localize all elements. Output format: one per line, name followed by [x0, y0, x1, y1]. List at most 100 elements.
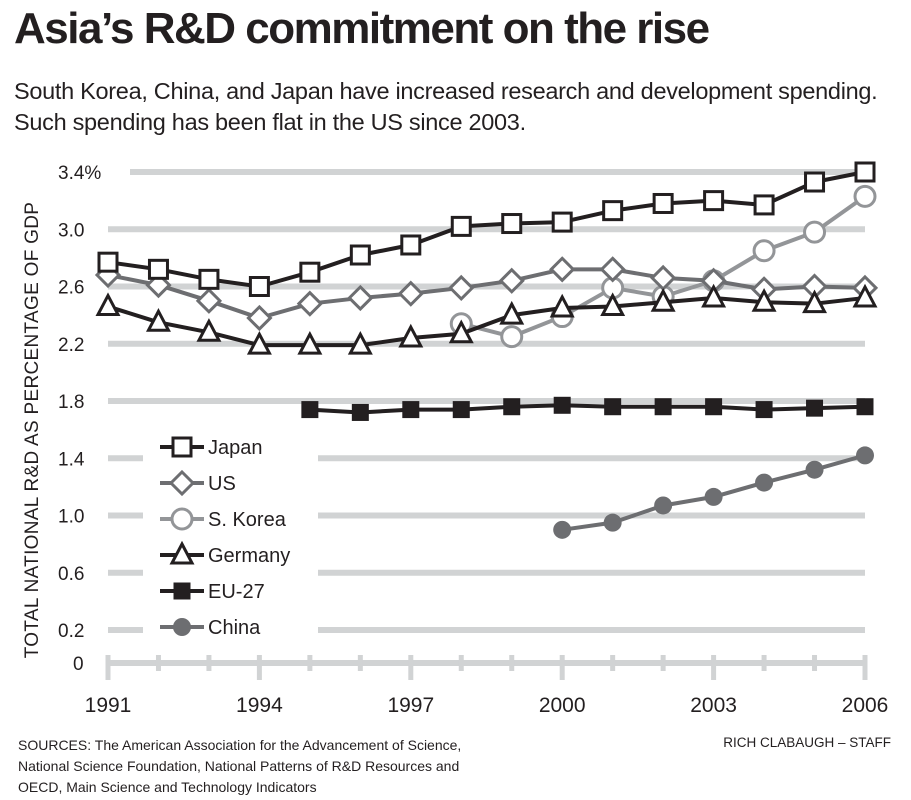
data-point-japan: [299, 261, 321, 283]
data-point-us: [296, 290, 323, 317]
legend-item-eu-27: EU-27: [160, 581, 265, 603]
y-tick-label: 1.0: [58, 507, 84, 528]
data-point-germany: [196, 318, 222, 342]
data-point-japan: [400, 234, 422, 256]
legend-item-japan: Japan: [160, 436, 263, 459]
data-point-us: [246, 304, 273, 332]
data-point-china: [755, 473, 774, 492]
legend-label: US: [208, 473, 236, 495]
data-point-china: [603, 513, 622, 532]
data-point-germany: [347, 330, 373, 355]
data-point-eu-27: [755, 401, 773, 419]
data-point-germany: [802, 289, 828, 314]
data-point-germany: [499, 300, 525, 325]
y-tick-label: 0.6: [58, 564, 84, 585]
series-line-eu-27: [309, 403, 866, 415]
legend-marker-us: [168, 469, 196, 497]
y-axis-label: TOTAL NATIONAL R&D AS PERCENTAGE OF GDP: [22, 202, 43, 659]
data-point-japan: [450, 215, 472, 237]
data-point-s-korea: [752, 239, 776, 263]
data-point-us: [397, 280, 424, 307]
data-point-us: [448, 274, 475, 302]
data-point-germany: [398, 323, 424, 348]
y-tick-label: 3.0: [58, 220, 84, 241]
legend-item-us: US: [160, 469, 236, 497]
legend: Japan US S. Korea Germany EU-27 China: [160, 436, 290, 639]
legend-item-china: China: [160, 617, 261, 639]
legend-label: Japan: [208, 437, 263, 459]
data-point-us: [599, 256, 626, 283]
data-point-eu-27: [856, 398, 874, 416]
y-tick-label: 1.4: [58, 449, 85, 470]
legend-label: S. Korea: [208, 509, 287, 531]
data-point-japan: [501, 213, 523, 235]
y-tick-label: 2.6: [58, 278, 84, 299]
data-point-s-korea: [500, 325, 524, 349]
data-point-japan: [804, 171, 826, 193]
legend-label: Germany: [208, 545, 290, 567]
data-point-germany: [701, 283, 727, 308]
data-point-germany: [852, 283, 878, 308]
legend-label: China: [208, 617, 261, 639]
data-point-japan: [147, 258, 169, 280]
series-line-germany: [107, 295, 866, 348]
series-china: [553, 446, 874, 539]
y-tick-label: 3.4%: [58, 163, 101, 184]
legend-marker-china: [173, 618, 191, 636]
gridlines: [108, 169, 865, 633]
x-tick-label: 2006: [842, 694, 889, 717]
legend-marker-japan: [171, 436, 193, 458]
data-point-germany: [145, 308, 171, 332]
data-point-us: [347, 284, 374, 312]
data-point-germany: [246, 330, 272, 355]
data-point-us: [195, 287, 223, 314]
legend-item-germany: Germany: [160, 540, 290, 567]
y-tick-label: 0: [73, 654, 84, 675]
legend-item-s-korea: S. Korea: [160, 507, 287, 531]
data-point-eu-27: [705, 398, 723, 416]
series-group: [94, 161, 879, 539]
data-point-us: [549, 256, 576, 283]
x-tick-label: 1994: [236, 694, 283, 717]
credit-line: RICH CLABAUGH – STAFF: [723, 735, 891, 750]
data-point-japan: [652, 192, 674, 214]
data-point-china: [704, 487, 723, 506]
data-point-germany: [448, 319, 474, 344]
legend-marker-eu-27: [173, 582, 191, 600]
data-point-china: [654, 496, 673, 515]
y-tick-label: 0.2: [58, 621, 84, 642]
x-tick-label: 1997: [387, 694, 434, 717]
data-point-eu-27: [553, 396, 571, 414]
data-point-eu-27: [654, 398, 672, 416]
data-point-germany: [751, 288, 777, 312]
data-point-japan: [248, 276, 270, 297]
data-point-s-korea: [803, 220, 827, 244]
data-point-s-korea: [853, 184, 877, 208]
x-tick-label: 1991: [85, 694, 132, 717]
sources-note: SOURCES: The American Association for th…: [18, 735, 461, 798]
data-point-eu-27: [452, 401, 470, 419]
series-line-us: [107, 267, 866, 320]
chart-subtitle: South Korea, China, and Japan have incre…: [14, 78, 878, 135]
series-eu-27: [301, 396, 874, 421]
series-japan: [97, 161, 876, 297]
series-germany: [95, 283, 878, 355]
data-point-japan: [854, 161, 876, 183]
data-point-japan: [97, 251, 119, 273]
data-point-germany: [549, 293, 575, 318]
legend-marker-germany: [169, 540, 195, 565]
y-tick-labels: 0 0.2 0.6 1.0 1.4 1.8 2.2 2.6 3.0 3.4%: [58, 163, 101, 675]
data-point-eu-27: [402, 401, 420, 419]
data-point-china: [805, 460, 824, 479]
data-point-japan: [753, 194, 775, 216]
series-line-japan: [107, 170, 866, 289]
data-point-eu-27: [351, 403, 369, 421]
legend-marker-s-korea: [170, 507, 194, 531]
sources-line: OECD, Main Science and Technology Indica…: [18, 779, 317, 795]
y-tick-label: 1.8: [58, 392, 84, 413]
data-point-germany: [600, 292, 626, 317]
data-point-germany: [95, 292, 121, 317]
y-tick-label: 2.2: [58, 335, 84, 356]
data-point-japan: [602, 200, 624, 222]
